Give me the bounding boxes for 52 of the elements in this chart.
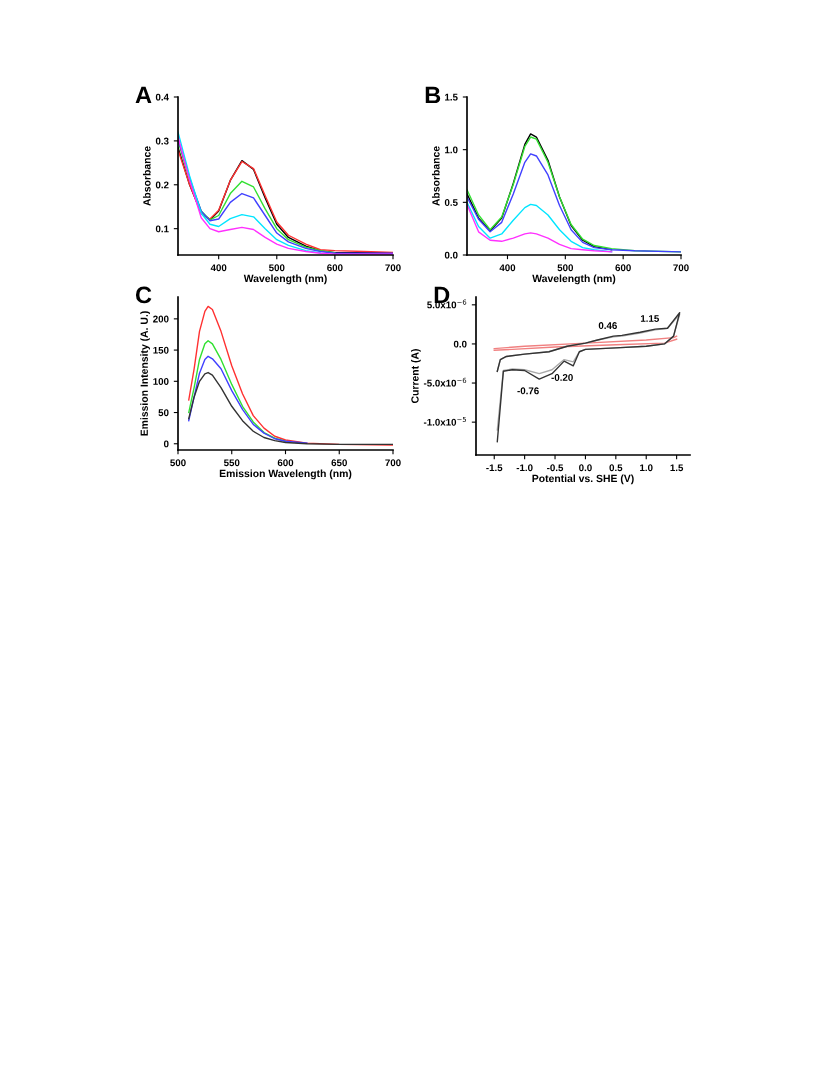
y-tick-label: 0.4	[155, 93, 169, 101]
x-tick-label: 700	[385, 459, 401, 467]
x-tick-label: 500	[170, 459, 186, 467]
x-tick-label: 600	[327, 264, 343, 272]
x-tick-label: 1.0	[640, 464, 653, 472]
x-tick-label: 500	[557, 264, 574, 272]
y-tick-label: 1.0	[445, 146, 458, 154]
x-tick-label: 500	[268, 264, 285, 272]
x-tick-label: 400	[499, 264, 516, 272]
x-tick-label: 700	[673, 264, 689, 272]
y-tick-label: 0	[163, 440, 169, 448]
y-tick-label: 100	[153, 378, 169, 385]
x-tick-label: 1.5	[670, 464, 684, 472]
x-tick-label: 600	[615, 264, 631, 272]
y-tick-label: 0.2	[155, 181, 169, 189]
x-tick-label: -1.5	[486, 464, 503, 472]
y-tick-label: 0.0	[444, 251, 458, 259]
chart-title: C	[135, 286, 152, 304]
y-axis-title: Emission Intensity (A. U.)	[140, 311, 150, 436]
x-tick-label: 0.5	[609, 464, 623, 472]
x-tick-label: -1.0	[516, 464, 533, 472]
chart-title: B	[425, 86, 441, 104]
x-axis-title: Wavelength (nm)	[243, 274, 327, 285]
x-axis-title: Potential vs. SHE (V)	[532, 474, 634, 485]
y-axis-title: Absorbance	[142, 146, 151, 206]
y-tick-label: 200	[153, 315, 169, 323]
chart-title: A	[135, 86, 152, 104]
annotation: 1.15	[640, 315, 659, 322]
x-axis-title: Wavelength (nm)	[532, 274, 616, 285]
annotation: -0.20	[551, 374, 573, 381]
y-tick-label: 0.1	[155, 225, 169, 233]
x-axis-title: Emission Wavelength (nm)	[219, 469, 352, 480]
y-tick-label: -5.0x10$^{−6}$	[423, 377, 467, 387]
y-tick-label: 1.5	[445, 93, 458, 101]
y-tick-label: -1.0x10$^{−5}$	[423, 416, 467, 426]
x-tick-label: 400	[210, 264, 227, 272]
chart-title: D	[434, 286, 450, 304]
annotation: 0.46	[598, 322, 617, 329]
annotation: -0.76	[517, 387, 539, 395]
x-tick-label: 600	[277, 459, 294, 467]
x-tick-label: 650	[331, 459, 347, 467]
y-tick-label: 50	[158, 409, 169, 417]
y-tick-label: 150	[153, 346, 169, 354]
y-tick-label: 0.0	[453, 340, 467, 348]
x-tick-label: -0.5	[547, 464, 564, 472]
x-tick-label: 700	[385, 264, 401, 272]
y-tick-label: 0.5	[444, 199, 458, 206]
y-tick-label: 0.3	[155, 137, 169, 145]
x-tick-label: 0.0	[579, 464, 592, 472]
y-axis-title: Absorbance	[431, 146, 440, 206]
x-tick-label: 550	[223, 459, 240, 467]
y-axis-title: Current (A)	[411, 349, 421, 404]
